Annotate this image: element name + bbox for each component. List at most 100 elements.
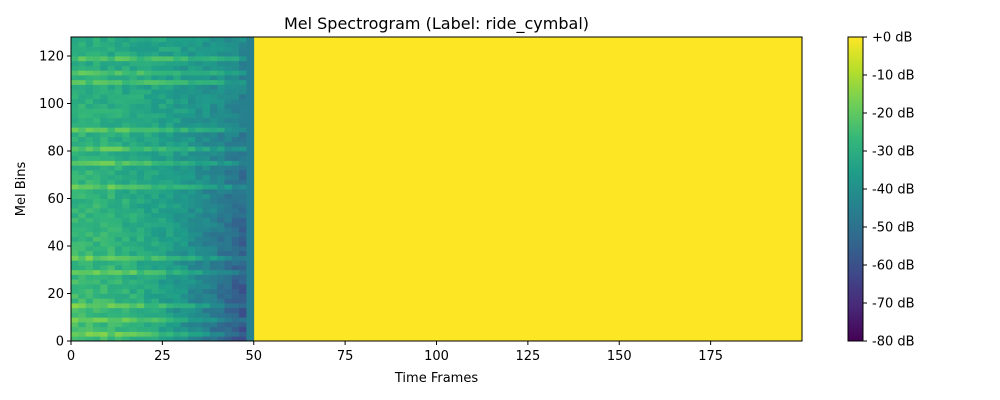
heatmap-cell bbox=[122, 160, 130, 166]
heatmap-cell bbox=[136, 246, 145, 252]
heatmap-cell bbox=[166, 141, 174, 147]
heatmap-cell bbox=[202, 231, 211, 237]
heatmap-cell bbox=[122, 65, 130, 71]
heatmap-cell bbox=[114, 151, 123, 157]
heatmap-cell bbox=[92, 274, 101, 280]
heatmap-cell bbox=[231, 41, 240, 47]
heatmap-cell bbox=[71, 303, 79, 309]
heatmap-cell bbox=[166, 227, 174, 233]
heatmap-cell bbox=[217, 65, 225, 71]
heatmap-cell bbox=[151, 122, 160, 128]
heatmap-cell bbox=[217, 46, 225, 52]
heatmap-cell bbox=[85, 127, 94, 133]
heatmap-cell bbox=[151, 227, 160, 233]
heatmap-cell bbox=[231, 260, 240, 266]
heatmap-cell bbox=[180, 141, 189, 147]
heatmap-cell bbox=[180, 146, 189, 152]
heatmap-cell bbox=[173, 193, 182, 199]
heatmap-cell bbox=[187, 79, 196, 85]
heatmap-cell bbox=[158, 279, 167, 285]
heatmap-cell bbox=[202, 174, 211, 180]
heatmap-cell bbox=[195, 65, 203, 71]
heatmap-cell bbox=[224, 246, 233, 252]
heatmap-cell bbox=[217, 51, 225, 57]
heatmap-cell bbox=[107, 56, 116, 62]
heatmap-cell bbox=[224, 51, 233, 57]
heatmap-cell bbox=[187, 75, 196, 81]
heatmap-cell bbox=[224, 203, 233, 209]
heatmap-cell bbox=[158, 298, 167, 304]
y-tick-label: 40 bbox=[47, 240, 64, 255]
heatmap-cell bbox=[144, 65, 152, 71]
heatmap-cell bbox=[158, 60, 167, 66]
heatmap-cell bbox=[158, 79, 167, 85]
heatmap-cell bbox=[122, 231, 130, 237]
heatmap-cell bbox=[246, 284, 255, 290]
heatmap-cell bbox=[78, 160, 87, 166]
heatmap-cell bbox=[209, 293, 218, 299]
heatmap-cell bbox=[246, 165, 255, 171]
heatmap-cell bbox=[136, 322, 145, 328]
heatmap-cell bbox=[239, 103, 247, 109]
heatmap-cell bbox=[209, 98, 218, 104]
heatmap-cell bbox=[209, 79, 218, 85]
heatmap-cell bbox=[107, 231, 116, 237]
heatmap-cell bbox=[158, 127, 167, 133]
heatmap-cell bbox=[114, 117, 123, 123]
heatmap-cell bbox=[71, 160, 79, 166]
heatmap-cell bbox=[180, 46, 189, 52]
heatmap-cell bbox=[78, 246, 87, 252]
heatmap-cell bbox=[195, 56, 203, 62]
heatmap-cell bbox=[78, 165, 87, 171]
heatmap-cell bbox=[217, 317, 225, 323]
heatmap-cell bbox=[217, 193, 225, 199]
heatmap-cell bbox=[209, 331, 218, 337]
heatmap-cell bbox=[114, 231, 123, 237]
heatmap-cell bbox=[122, 288, 130, 294]
heatmap-cell bbox=[209, 208, 218, 214]
heatmap-cell bbox=[246, 317, 255, 323]
heatmap-cell bbox=[246, 184, 255, 190]
heatmap-cell bbox=[195, 146, 203, 152]
heatmap-cell bbox=[239, 307, 247, 313]
heatmap-cell bbox=[166, 274, 174, 280]
heatmap-cell bbox=[195, 255, 203, 261]
heatmap-cell bbox=[224, 231, 233, 237]
heatmap-cell bbox=[202, 208, 211, 214]
heatmap-cell bbox=[195, 113, 203, 119]
heatmap-cell bbox=[144, 41, 152, 47]
heatmap-cell bbox=[166, 46, 174, 52]
heatmap-cell bbox=[151, 51, 160, 57]
heatmap-cell bbox=[231, 127, 240, 133]
heatmap-cell bbox=[202, 212, 211, 218]
x-tick-label: 150 bbox=[607, 349, 632, 364]
heatmap-cell bbox=[187, 331, 196, 337]
heatmap-cell bbox=[180, 269, 189, 275]
heatmap-cell bbox=[195, 227, 203, 233]
heatmap-cell bbox=[231, 189, 240, 195]
heatmap-cell bbox=[187, 94, 196, 100]
heatmap-cell bbox=[92, 98, 101, 104]
heatmap-cell bbox=[158, 312, 167, 318]
heatmap-cell bbox=[114, 146, 123, 152]
heatmap-cell bbox=[239, 127, 247, 133]
heatmap-cell bbox=[231, 51, 240, 57]
heatmap-cell bbox=[231, 203, 240, 209]
heatmap-cell bbox=[151, 274, 160, 280]
heatmap-cell bbox=[151, 70, 160, 76]
heatmap-cell bbox=[158, 288, 167, 294]
heatmap-cell bbox=[246, 146, 255, 152]
heatmap-cell bbox=[107, 198, 116, 204]
heatmap-cell bbox=[71, 56, 79, 62]
heatmap-cell bbox=[85, 274, 94, 280]
heatmap-cell bbox=[114, 170, 123, 176]
heatmap-cell bbox=[144, 222, 152, 228]
heatmap-cell bbox=[71, 317, 79, 323]
heatmap-cell bbox=[107, 241, 116, 247]
heatmap-cell bbox=[78, 260, 87, 266]
heatmap-cell bbox=[217, 274, 225, 280]
heatmap-cell bbox=[100, 56, 108, 62]
heatmap-cell bbox=[151, 189, 160, 195]
heatmap-cell bbox=[246, 212, 255, 218]
heatmap-cell bbox=[107, 336, 116, 341]
